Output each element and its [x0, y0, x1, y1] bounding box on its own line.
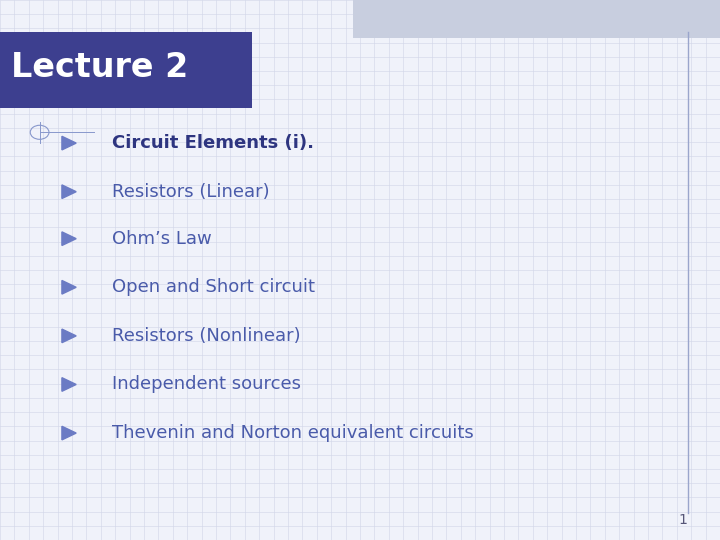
- Polygon shape: [62, 136, 76, 150]
- Polygon shape: [62, 280, 76, 294]
- Polygon shape: [62, 185, 76, 199]
- Bar: [353, 0, 720, 38]
- Text: Thevenin and Norton equivalent circuits: Thevenin and Norton equivalent circuits: [112, 424, 473, 442]
- Text: Resistors (Linear): Resistors (Linear): [112, 183, 269, 201]
- Polygon shape: [62, 377, 76, 392]
- Polygon shape: [62, 426, 76, 440]
- Text: Independent sources: Independent sources: [112, 375, 301, 394]
- Text: Open and Short circuit: Open and Short circuit: [112, 278, 315, 296]
- Text: Lecture 2: Lecture 2: [11, 51, 188, 84]
- Text: 1: 1: [679, 512, 688, 526]
- Polygon shape: [62, 329, 76, 343]
- Text: Circuit Elements (i).: Circuit Elements (i).: [112, 134, 314, 152]
- Bar: [0, 32, 252, 108]
- Polygon shape: [62, 232, 76, 246]
- Text: Ohm’s Law: Ohm’s Law: [112, 230, 212, 248]
- Text: Resistors (Nonlinear): Resistors (Nonlinear): [112, 327, 300, 345]
